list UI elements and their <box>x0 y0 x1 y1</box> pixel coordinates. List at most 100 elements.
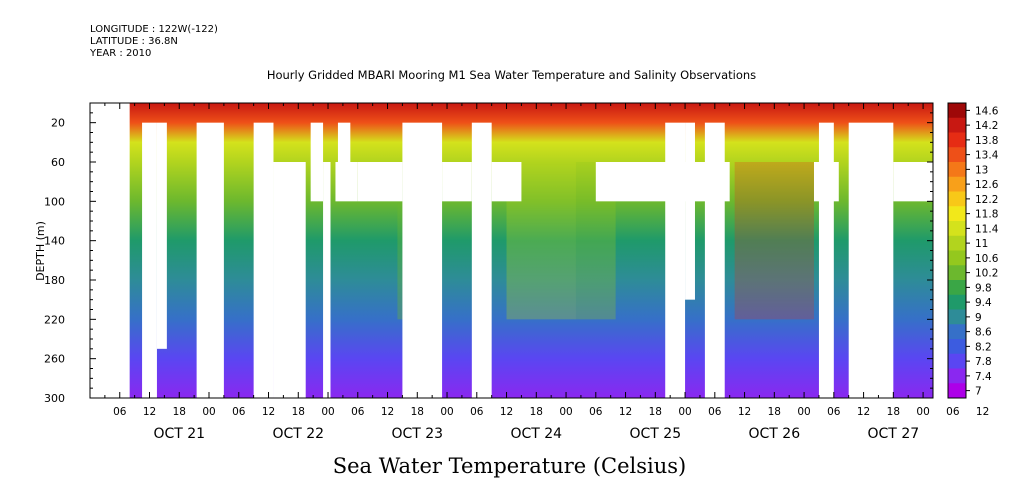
y-tick-label: 20 <box>51 117 65 130</box>
colorbar-label: 8.6 <box>975 327 992 339</box>
colorbar-label: 13.8 <box>975 135 998 147</box>
missing-data-block <box>142 122 157 399</box>
x-tick-label: 00 <box>202 406 215 418</box>
y-tick-label: 260 <box>44 353 65 366</box>
x-tick-label: 06 <box>113 406 127 418</box>
y-tick-label: 220 <box>44 313 65 326</box>
y-tick-label: 100 <box>44 195 65 208</box>
x-tick-label: 18 <box>173 406 186 418</box>
colorbar-swatch <box>948 235 966 251</box>
colorbar-frame <box>947 102 967 399</box>
year-label: YEAR : 2010 <box>90 48 152 59</box>
missing-data-block <box>357 162 403 202</box>
colorbar-swatch <box>948 132 966 148</box>
colorbar-label: 9.8 <box>975 282 992 294</box>
missing-data-block <box>491 162 522 202</box>
missing-data-block <box>893 162 933 202</box>
x-tick-label: 06 <box>589 406 603 418</box>
missing-data-block <box>848 122 894 399</box>
colorbar-swatch <box>948 353 966 369</box>
x-day-label: OCT 26 <box>749 426 801 442</box>
x-tick-label: 06 <box>708 406 722 418</box>
x-day-label: OCT 24 <box>510 426 562 442</box>
missing-data-block <box>323 162 331 398</box>
colorbar-label: 12.6 <box>975 179 999 191</box>
missing-data-block <box>196 122 224 399</box>
x-tick-label: 12 <box>262 406 275 418</box>
colorbar-swatch <box>948 324 966 340</box>
x-tick-label: 12 <box>500 406 513 418</box>
colorbar-swatch <box>948 280 966 296</box>
x-tick-label: 12 <box>738 406 751 418</box>
colorbar-swatch <box>948 147 966 163</box>
colorbar-swatch <box>948 294 966 310</box>
x-tick-label: 12 <box>143 406 156 418</box>
missing-data-block <box>704 122 725 399</box>
colorbar-swatch <box>948 176 966 192</box>
field-variation <box>734 162 814 320</box>
y-axis-label: DEPTH (m) <box>34 221 47 281</box>
colorbar-swatch <box>948 221 966 237</box>
colorbar-swatch <box>948 309 966 325</box>
colorbar-swatch <box>948 339 966 355</box>
colorbar-label: 7 <box>975 386 982 398</box>
longitude-label: LONGITUDE : 122W(-122) <box>90 24 218 35</box>
temperature-field <box>90 103 933 398</box>
x-tick-label: 18 <box>649 406 662 418</box>
x-day-label: OCT 27 <box>868 426 920 442</box>
colorbar-label: 10.2 <box>975 268 998 280</box>
x-day-label: OCT 25 <box>629 426 681 442</box>
colorbar-swatch <box>948 265 966 281</box>
colorbar-swatch <box>948 103 966 119</box>
x-tick-label: 00 <box>440 406 453 418</box>
colorbar-label: 7.8 <box>975 356 992 368</box>
missing-data-block <box>685 122 695 300</box>
colorbar: 14.6 14.2 13.8 13.4 13 12.6 12.2 11.8 11.4 11 10.6… <box>947 102 999 399</box>
y-tick-label: 300 <box>44 392 65 405</box>
chart-title: Hourly Gridded MBARI Mooring M1 Sea Wate… <box>266 68 757 82</box>
missing-data-block <box>471 122 492 399</box>
colorbar-swatch <box>948 191 966 207</box>
colorbar-swatch <box>948 383 966 399</box>
y-tick-label: 140 <box>44 235 65 248</box>
x-tick-label: 00 <box>797 406 810 418</box>
plot-area <box>90 103 933 399</box>
x-tick-label: 18 <box>411 406 424 418</box>
x-tick-label: 06 <box>351 406 365 418</box>
x-tick-label: 06 <box>470 406 484 418</box>
x-tick-label: 12 <box>976 406 989 418</box>
x-axis-title: Sea Water Temperature (Celsius) <box>332 454 687 478</box>
colorbar-label: 14.2 <box>975 120 998 132</box>
colorbar-label: 9.4 <box>975 297 992 309</box>
latitude-label: LATITUDE : 36.8N <box>90 36 178 47</box>
x-tick-label: 18 <box>530 406 543 418</box>
x-tick-label: 00 <box>559 406 572 418</box>
missing-data-block <box>818 122 834 399</box>
colorbar-label: 10.6 <box>975 253 999 265</box>
x-day-label: OCT 21 <box>153 426 205 442</box>
y-tick-label: 60 <box>51 156 65 169</box>
missing-data-block <box>90 103 130 398</box>
colorbar-label: 14.6 <box>975 105 999 117</box>
missing-data-block <box>335 162 358 202</box>
colorbar-label: 12.2 <box>975 194 998 206</box>
y-tick-label: 180 <box>44 274 65 287</box>
missing-data-block <box>337 122 351 162</box>
missing-data-block <box>253 122 274 399</box>
colorbar-label: 7.4 <box>975 371 992 383</box>
x-tick-label: 18 <box>292 406 305 418</box>
x-day-label: OCT 23 <box>391 426 443 442</box>
x-tick-label: 06 <box>827 406 841 418</box>
colorbar-label: 11 <box>975 238 988 250</box>
x-tick-label: 00 <box>916 406 929 418</box>
colorbar-swatch <box>948 368 966 384</box>
missing-data-block <box>402 122 443 399</box>
colorbar-swatch <box>948 162 966 178</box>
x-day-label: OCT 22 <box>272 426 324 442</box>
x-tick-label: 12 <box>857 406 870 418</box>
colorbar-label: 9 <box>975 312 982 324</box>
missing-data-block <box>442 162 472 202</box>
colorbar-label: 11.8 <box>975 209 998 221</box>
colorbar-label: 13.4 <box>975 150 999 162</box>
